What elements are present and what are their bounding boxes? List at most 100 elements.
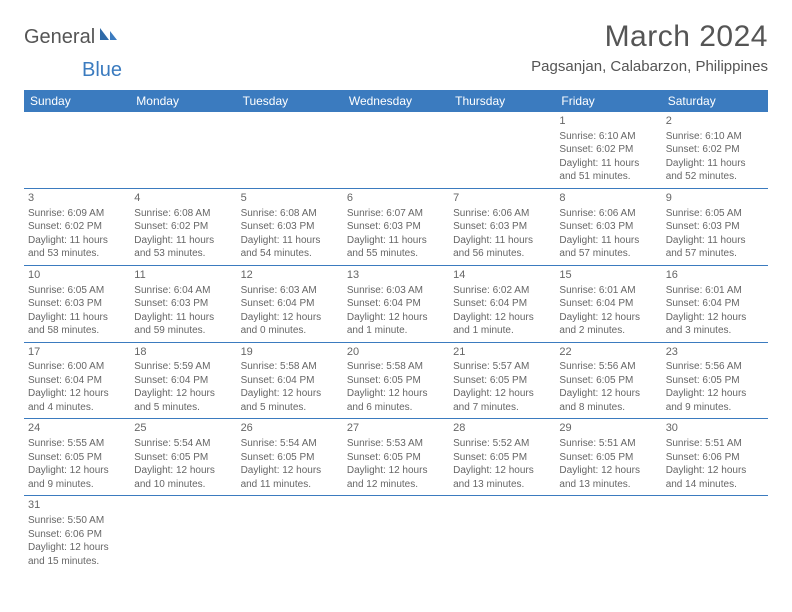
- daylight-line: Daylight: 11 hours and 55 minutes.: [347, 234, 445, 261]
- calendar-cell: 16Sunrise: 6:01 AMSunset: 6:04 PMDayligh…: [662, 265, 768, 342]
- sunrise-line: Sunrise: 6:05 AM: [666, 207, 764, 221]
- daylight-line: Daylight: 12 hours and 9 minutes.: [28, 464, 126, 491]
- calendar-cell-empty: [237, 496, 343, 572]
- daylight-line: Daylight: 12 hours and 5 minutes.: [241, 387, 339, 414]
- calendar-cell: 7Sunrise: 6:06 AMSunset: 6:03 PMDaylight…: [449, 188, 555, 265]
- sunrise-line: Sunrise: 5:59 AM: [134, 360, 232, 374]
- day-number: 29: [559, 421, 657, 436]
- sunset-line: Sunset: 6:02 PM: [559, 143, 657, 157]
- sunrise-line: Sunrise: 6:08 AM: [134, 207, 232, 221]
- daylight-line: Daylight: 11 hours and 53 minutes.: [28, 234, 126, 261]
- daylight-line: Daylight: 12 hours and 4 minutes.: [28, 387, 126, 414]
- calendar-cell: 13Sunrise: 6:03 AMSunset: 6:04 PMDayligh…: [343, 265, 449, 342]
- day-number: 12: [241, 268, 339, 283]
- day-number: 19: [241, 345, 339, 360]
- day-number: 28: [453, 421, 551, 436]
- sunrise-line: Sunrise: 6:04 AM: [134, 284, 232, 298]
- daylight-line: Daylight: 12 hours and 15 minutes.: [28, 541, 126, 568]
- sunset-line: Sunset: 6:05 PM: [134, 451, 232, 465]
- day-number: 31: [28, 498, 126, 513]
- day-number: 10: [28, 268, 126, 283]
- daylight-line: Daylight: 12 hours and 0 minutes.: [241, 311, 339, 338]
- calendar-cell-empty: [555, 496, 661, 572]
- calendar-cell: 1Sunrise: 6:10 AMSunset: 6:02 PMDaylight…: [555, 112, 661, 188]
- day-number: 2: [666, 114, 764, 129]
- day-number: 17: [28, 345, 126, 360]
- calendar-cell-empty: [343, 112, 449, 188]
- sunset-line: Sunset: 6:03 PM: [241, 220, 339, 234]
- sunrise-line: Sunrise: 5:58 AM: [241, 360, 339, 374]
- daylight-line: Daylight: 12 hours and 12 minutes.: [347, 464, 445, 491]
- logo-text-blue: Blue: [82, 59, 122, 82]
- calendar-cell: 8Sunrise: 6:06 AMSunset: 6:03 PMDaylight…: [555, 188, 661, 265]
- daylight-line: Daylight: 11 hours and 57 minutes.: [559, 234, 657, 261]
- day-number: 22: [559, 345, 657, 360]
- sunset-line: Sunset: 6:05 PM: [559, 451, 657, 465]
- day-header: Thursday: [449, 90, 555, 112]
- calendar-cell: 23Sunrise: 5:56 AMSunset: 6:05 PMDayligh…: [662, 342, 768, 419]
- calendar-cell-empty: [130, 496, 236, 572]
- daylight-line: Daylight: 12 hours and 10 minutes.: [134, 464, 232, 491]
- day-number: 1: [559, 114, 657, 129]
- calendar-cell: 18Sunrise: 5:59 AMSunset: 6:04 PMDayligh…: [130, 342, 236, 419]
- sunset-line: Sunset: 6:03 PM: [666, 220, 764, 234]
- day-number: 25: [134, 421, 232, 436]
- title-block: March 2024 Pagsanjan, Calabarzon, Philip…: [531, 20, 768, 75]
- day-number: 30: [666, 421, 764, 436]
- sunset-line: Sunset: 6:03 PM: [347, 220, 445, 234]
- day-number: 23: [666, 345, 764, 360]
- sunset-line: Sunset: 6:05 PM: [347, 451, 445, 465]
- sunset-line: Sunset: 6:04 PM: [241, 374, 339, 388]
- calendar-cell: 30Sunrise: 5:51 AMSunset: 6:06 PMDayligh…: [662, 419, 768, 496]
- sunrise-line: Sunrise: 6:01 AM: [559, 284, 657, 298]
- calendar-cell: 28Sunrise: 5:52 AMSunset: 6:05 PMDayligh…: [449, 419, 555, 496]
- sunrise-line: Sunrise: 5:55 AM: [28, 437, 126, 451]
- sunrise-line: Sunrise: 5:51 AM: [559, 437, 657, 451]
- daylight-line: Daylight: 12 hours and 13 minutes.: [559, 464, 657, 491]
- sunrise-line: Sunrise: 5:53 AM: [347, 437, 445, 451]
- sunset-line: Sunset: 6:03 PM: [559, 220, 657, 234]
- sunset-line: Sunset: 6:02 PM: [28, 220, 126, 234]
- daylight-line: Daylight: 11 hours and 59 minutes.: [134, 311, 232, 338]
- daylight-line: Daylight: 12 hours and 5 minutes.: [134, 387, 232, 414]
- calendar-cell: 26Sunrise: 5:54 AMSunset: 6:05 PMDayligh…: [237, 419, 343, 496]
- day-header: Saturday: [662, 90, 768, 112]
- sunset-line: Sunset: 6:03 PM: [28, 297, 126, 311]
- sunrise-line: Sunrise: 6:03 AM: [241, 284, 339, 298]
- sunset-line: Sunset: 6:06 PM: [28, 528, 126, 542]
- sunset-line: Sunset: 6:04 PM: [666, 297, 764, 311]
- day-number: 24: [28, 421, 126, 436]
- calendar-cell: 2Sunrise: 6:10 AMSunset: 6:02 PMDaylight…: [662, 112, 768, 188]
- sunrise-line: Sunrise: 6:06 AM: [453, 207, 551, 221]
- calendar-cell: 5Sunrise: 6:08 AMSunset: 6:03 PMDaylight…: [237, 188, 343, 265]
- calendar-cell-empty: [237, 112, 343, 188]
- sunrise-line: Sunrise: 6:07 AM: [347, 207, 445, 221]
- calendar-table: SundayMondayTuesdayWednesdayThursdayFrid…: [24, 90, 768, 572]
- sunrise-line: Sunrise: 5:56 AM: [666, 360, 764, 374]
- day-header: Tuesday: [237, 90, 343, 112]
- day-number: 4: [134, 191, 232, 206]
- calendar-cell: 22Sunrise: 5:56 AMSunset: 6:05 PMDayligh…: [555, 342, 661, 419]
- calendar-cell-empty: [449, 496, 555, 572]
- daylight-line: Daylight: 12 hours and 1 minute.: [347, 311, 445, 338]
- daylight-line: Daylight: 12 hours and 6 minutes.: [347, 387, 445, 414]
- day-number: 3: [28, 191, 126, 206]
- calendar-row: 17Sunrise: 6:00 AMSunset: 6:04 PMDayligh…: [24, 342, 768, 419]
- sunset-line: Sunset: 6:05 PM: [241, 451, 339, 465]
- location-text: Pagsanjan, Calabarzon, Philippines: [531, 58, 768, 75]
- sunrise-line: Sunrise: 5:57 AM: [453, 360, 551, 374]
- calendar-cell-empty: [24, 112, 130, 188]
- page-title: March 2024: [531, 20, 768, 54]
- daylight-line: Daylight: 11 hours and 53 minutes.: [134, 234, 232, 261]
- daylight-line: Daylight: 11 hours and 54 minutes.: [241, 234, 339, 261]
- sunset-line: Sunset: 6:03 PM: [134, 297, 232, 311]
- calendar-cell: 6Sunrise: 6:07 AMSunset: 6:03 PMDaylight…: [343, 188, 449, 265]
- calendar-cell: 12Sunrise: 6:03 AMSunset: 6:04 PMDayligh…: [237, 265, 343, 342]
- sunrise-line: Sunrise: 5:50 AM: [28, 514, 126, 528]
- daylight-line: Daylight: 12 hours and 7 minutes.: [453, 387, 551, 414]
- day-number: 27: [347, 421, 445, 436]
- calendar-cell: 31Sunrise: 5:50 AMSunset: 6:06 PMDayligh…: [24, 496, 130, 572]
- day-header: Wednesday: [343, 90, 449, 112]
- calendar-cell: 19Sunrise: 5:58 AMSunset: 6:04 PMDayligh…: [237, 342, 343, 419]
- calendar-cell: 25Sunrise: 5:54 AMSunset: 6:05 PMDayligh…: [130, 419, 236, 496]
